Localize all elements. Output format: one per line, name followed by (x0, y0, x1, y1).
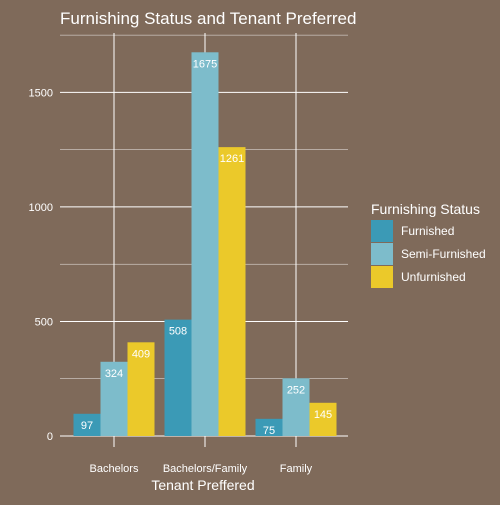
legend: Furnishing Status Furnished Semi-Furnishe… (371, 201, 486, 288)
bar (218, 147, 246, 436)
x-tick-label: Bachelors/Family (163, 463, 248, 475)
bar-value-label: 97 (81, 420, 93, 432)
bar (255, 418, 283, 436)
legend-key (371, 243, 393, 265)
bar-value-label: 75 (263, 425, 275, 437)
legend-key (371, 220, 393, 242)
bar (100, 361, 128, 436)
x-tick-label: Bachelors (90, 463, 139, 475)
x-axis-label: Tenant Preffered (151, 477, 254, 493)
chart-title: Furnishing Status and Tenant Preferred (60, 9, 356, 28)
bars (73, 52, 337, 436)
y-tick-label: 0 (47, 431, 53, 443)
legend-title: Furnishing Status (371, 201, 480, 217)
bar-value-label: 1675 (193, 58, 217, 70)
bar-value-label: 1261 (220, 153, 244, 165)
bar (164, 319, 192, 436)
bar (73, 413, 101, 436)
x-tick-label: Family (280, 463, 313, 475)
legend-label: Semi-Furnished (401, 247, 486, 261)
y-tick-label: 500 (35, 316, 53, 328)
bar-value-label: 324 (105, 368, 123, 380)
y-axis-ticks: 0 500 1000 1500 (29, 87, 53, 443)
x-axis-ticks: Bachelors Bachelors/Family Family (90, 463, 313, 475)
bar (309, 402, 337, 436)
bar-value-label: 145 (314, 409, 332, 421)
y-tick-label: 1000 (29, 202, 53, 214)
bar (282, 378, 310, 436)
legend-key (371, 266, 393, 288)
bar-value-label: 508 (169, 326, 187, 338)
bar-value-label: 409 (132, 348, 150, 360)
bar-labels: 97 324 409 508 1675 1261 75 252 145 (81, 58, 332, 437)
legend-label: Furnished (401, 224, 454, 238)
y-tick-label: 1500 (29, 87, 53, 99)
legend-label: Unfurnished (401, 270, 466, 284)
bar (191, 52, 219, 436)
bar-value-label: 252 (287, 384, 305, 396)
bar (127, 342, 155, 436)
